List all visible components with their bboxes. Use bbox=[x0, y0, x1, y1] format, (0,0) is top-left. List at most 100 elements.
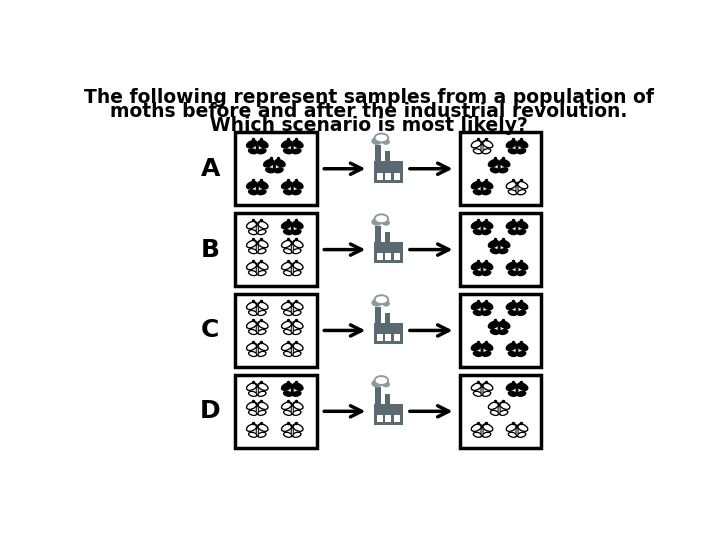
Ellipse shape bbox=[257, 347, 258, 354]
Ellipse shape bbox=[283, 241, 291, 247]
Ellipse shape bbox=[474, 433, 480, 436]
Ellipse shape bbox=[293, 140, 303, 148]
Ellipse shape bbox=[500, 329, 508, 334]
Ellipse shape bbox=[508, 183, 516, 188]
Ellipse shape bbox=[258, 262, 268, 269]
Ellipse shape bbox=[248, 149, 257, 154]
Ellipse shape bbox=[506, 424, 516, 431]
Bar bbox=[235, 213, 317, 286]
Ellipse shape bbox=[292, 428, 293, 435]
Ellipse shape bbox=[258, 411, 265, 414]
Ellipse shape bbox=[246, 321, 257, 328]
Ellipse shape bbox=[258, 149, 266, 154]
Ellipse shape bbox=[508, 190, 516, 195]
Bar bbox=[394, 415, 400, 422]
Ellipse shape bbox=[258, 321, 268, 328]
Ellipse shape bbox=[293, 310, 301, 315]
Ellipse shape bbox=[283, 264, 291, 268]
Bar bbox=[394, 253, 400, 260]
Ellipse shape bbox=[474, 150, 480, 153]
Ellipse shape bbox=[257, 226, 258, 233]
Ellipse shape bbox=[518, 183, 526, 188]
Ellipse shape bbox=[259, 241, 267, 247]
Ellipse shape bbox=[292, 307, 293, 314]
Ellipse shape bbox=[500, 410, 508, 415]
Ellipse shape bbox=[508, 425, 516, 430]
Ellipse shape bbox=[250, 392, 256, 395]
Ellipse shape bbox=[258, 190, 266, 195]
Ellipse shape bbox=[372, 137, 382, 145]
Ellipse shape bbox=[248, 190, 257, 195]
Ellipse shape bbox=[259, 322, 267, 327]
Ellipse shape bbox=[472, 383, 482, 390]
Ellipse shape bbox=[488, 240, 498, 248]
Ellipse shape bbox=[248, 322, 256, 327]
Ellipse shape bbox=[516, 266, 518, 274]
Ellipse shape bbox=[283, 403, 291, 408]
Ellipse shape bbox=[294, 433, 300, 436]
Ellipse shape bbox=[518, 433, 525, 436]
Ellipse shape bbox=[473, 271, 482, 275]
Ellipse shape bbox=[258, 310, 266, 315]
Ellipse shape bbox=[284, 433, 292, 437]
Text: moths before and after the industrial revolution.: moths before and after the industrial re… bbox=[110, 102, 628, 121]
Ellipse shape bbox=[292, 347, 293, 355]
Bar bbox=[460, 213, 541, 286]
Ellipse shape bbox=[259, 345, 267, 349]
Ellipse shape bbox=[473, 433, 482, 437]
Ellipse shape bbox=[294, 249, 300, 253]
Ellipse shape bbox=[501, 403, 509, 408]
Ellipse shape bbox=[264, 159, 274, 167]
Ellipse shape bbox=[472, 302, 482, 309]
Ellipse shape bbox=[292, 244, 293, 253]
Ellipse shape bbox=[492, 411, 498, 414]
Ellipse shape bbox=[248, 264, 256, 268]
Bar bbox=[374, 403, 403, 425]
Text: Which scenario is most likely?: Which scenario is most likely? bbox=[210, 116, 528, 134]
Bar bbox=[375, 307, 382, 323]
Ellipse shape bbox=[292, 325, 293, 333]
Ellipse shape bbox=[248, 345, 256, 349]
Ellipse shape bbox=[506, 181, 516, 189]
Bar bbox=[375, 145, 382, 162]
Ellipse shape bbox=[284, 353, 291, 355]
Ellipse shape bbox=[293, 190, 301, 195]
Ellipse shape bbox=[472, 424, 482, 431]
Ellipse shape bbox=[293, 271, 301, 275]
Ellipse shape bbox=[482, 302, 492, 309]
Bar bbox=[374, 242, 403, 264]
Ellipse shape bbox=[284, 392, 292, 396]
Ellipse shape bbox=[484, 425, 492, 430]
Ellipse shape bbox=[246, 424, 257, 431]
Ellipse shape bbox=[258, 353, 265, 355]
Ellipse shape bbox=[246, 343, 257, 350]
Ellipse shape bbox=[374, 213, 389, 224]
Text: B: B bbox=[201, 238, 220, 261]
Ellipse shape bbox=[256, 144, 258, 153]
Ellipse shape bbox=[518, 302, 528, 309]
Ellipse shape bbox=[292, 185, 293, 194]
Ellipse shape bbox=[282, 321, 292, 328]
Ellipse shape bbox=[248, 222, 256, 227]
Ellipse shape bbox=[382, 139, 390, 145]
Ellipse shape bbox=[500, 321, 510, 328]
Ellipse shape bbox=[498, 406, 500, 414]
Ellipse shape bbox=[490, 168, 499, 173]
Ellipse shape bbox=[374, 132, 389, 143]
Ellipse shape bbox=[481, 185, 483, 194]
Ellipse shape bbox=[382, 300, 390, 307]
Ellipse shape bbox=[508, 230, 516, 234]
Ellipse shape bbox=[484, 150, 490, 153]
Ellipse shape bbox=[256, 325, 258, 333]
Ellipse shape bbox=[488, 159, 498, 167]
Ellipse shape bbox=[293, 230, 301, 234]
Bar bbox=[375, 387, 382, 404]
Ellipse shape bbox=[294, 264, 302, 268]
Ellipse shape bbox=[257, 267, 258, 274]
Ellipse shape bbox=[482, 383, 492, 390]
Ellipse shape bbox=[248, 303, 256, 308]
Ellipse shape bbox=[250, 330, 256, 334]
Ellipse shape bbox=[293, 392, 301, 396]
Ellipse shape bbox=[257, 406, 258, 413]
Bar bbox=[235, 132, 317, 205]
